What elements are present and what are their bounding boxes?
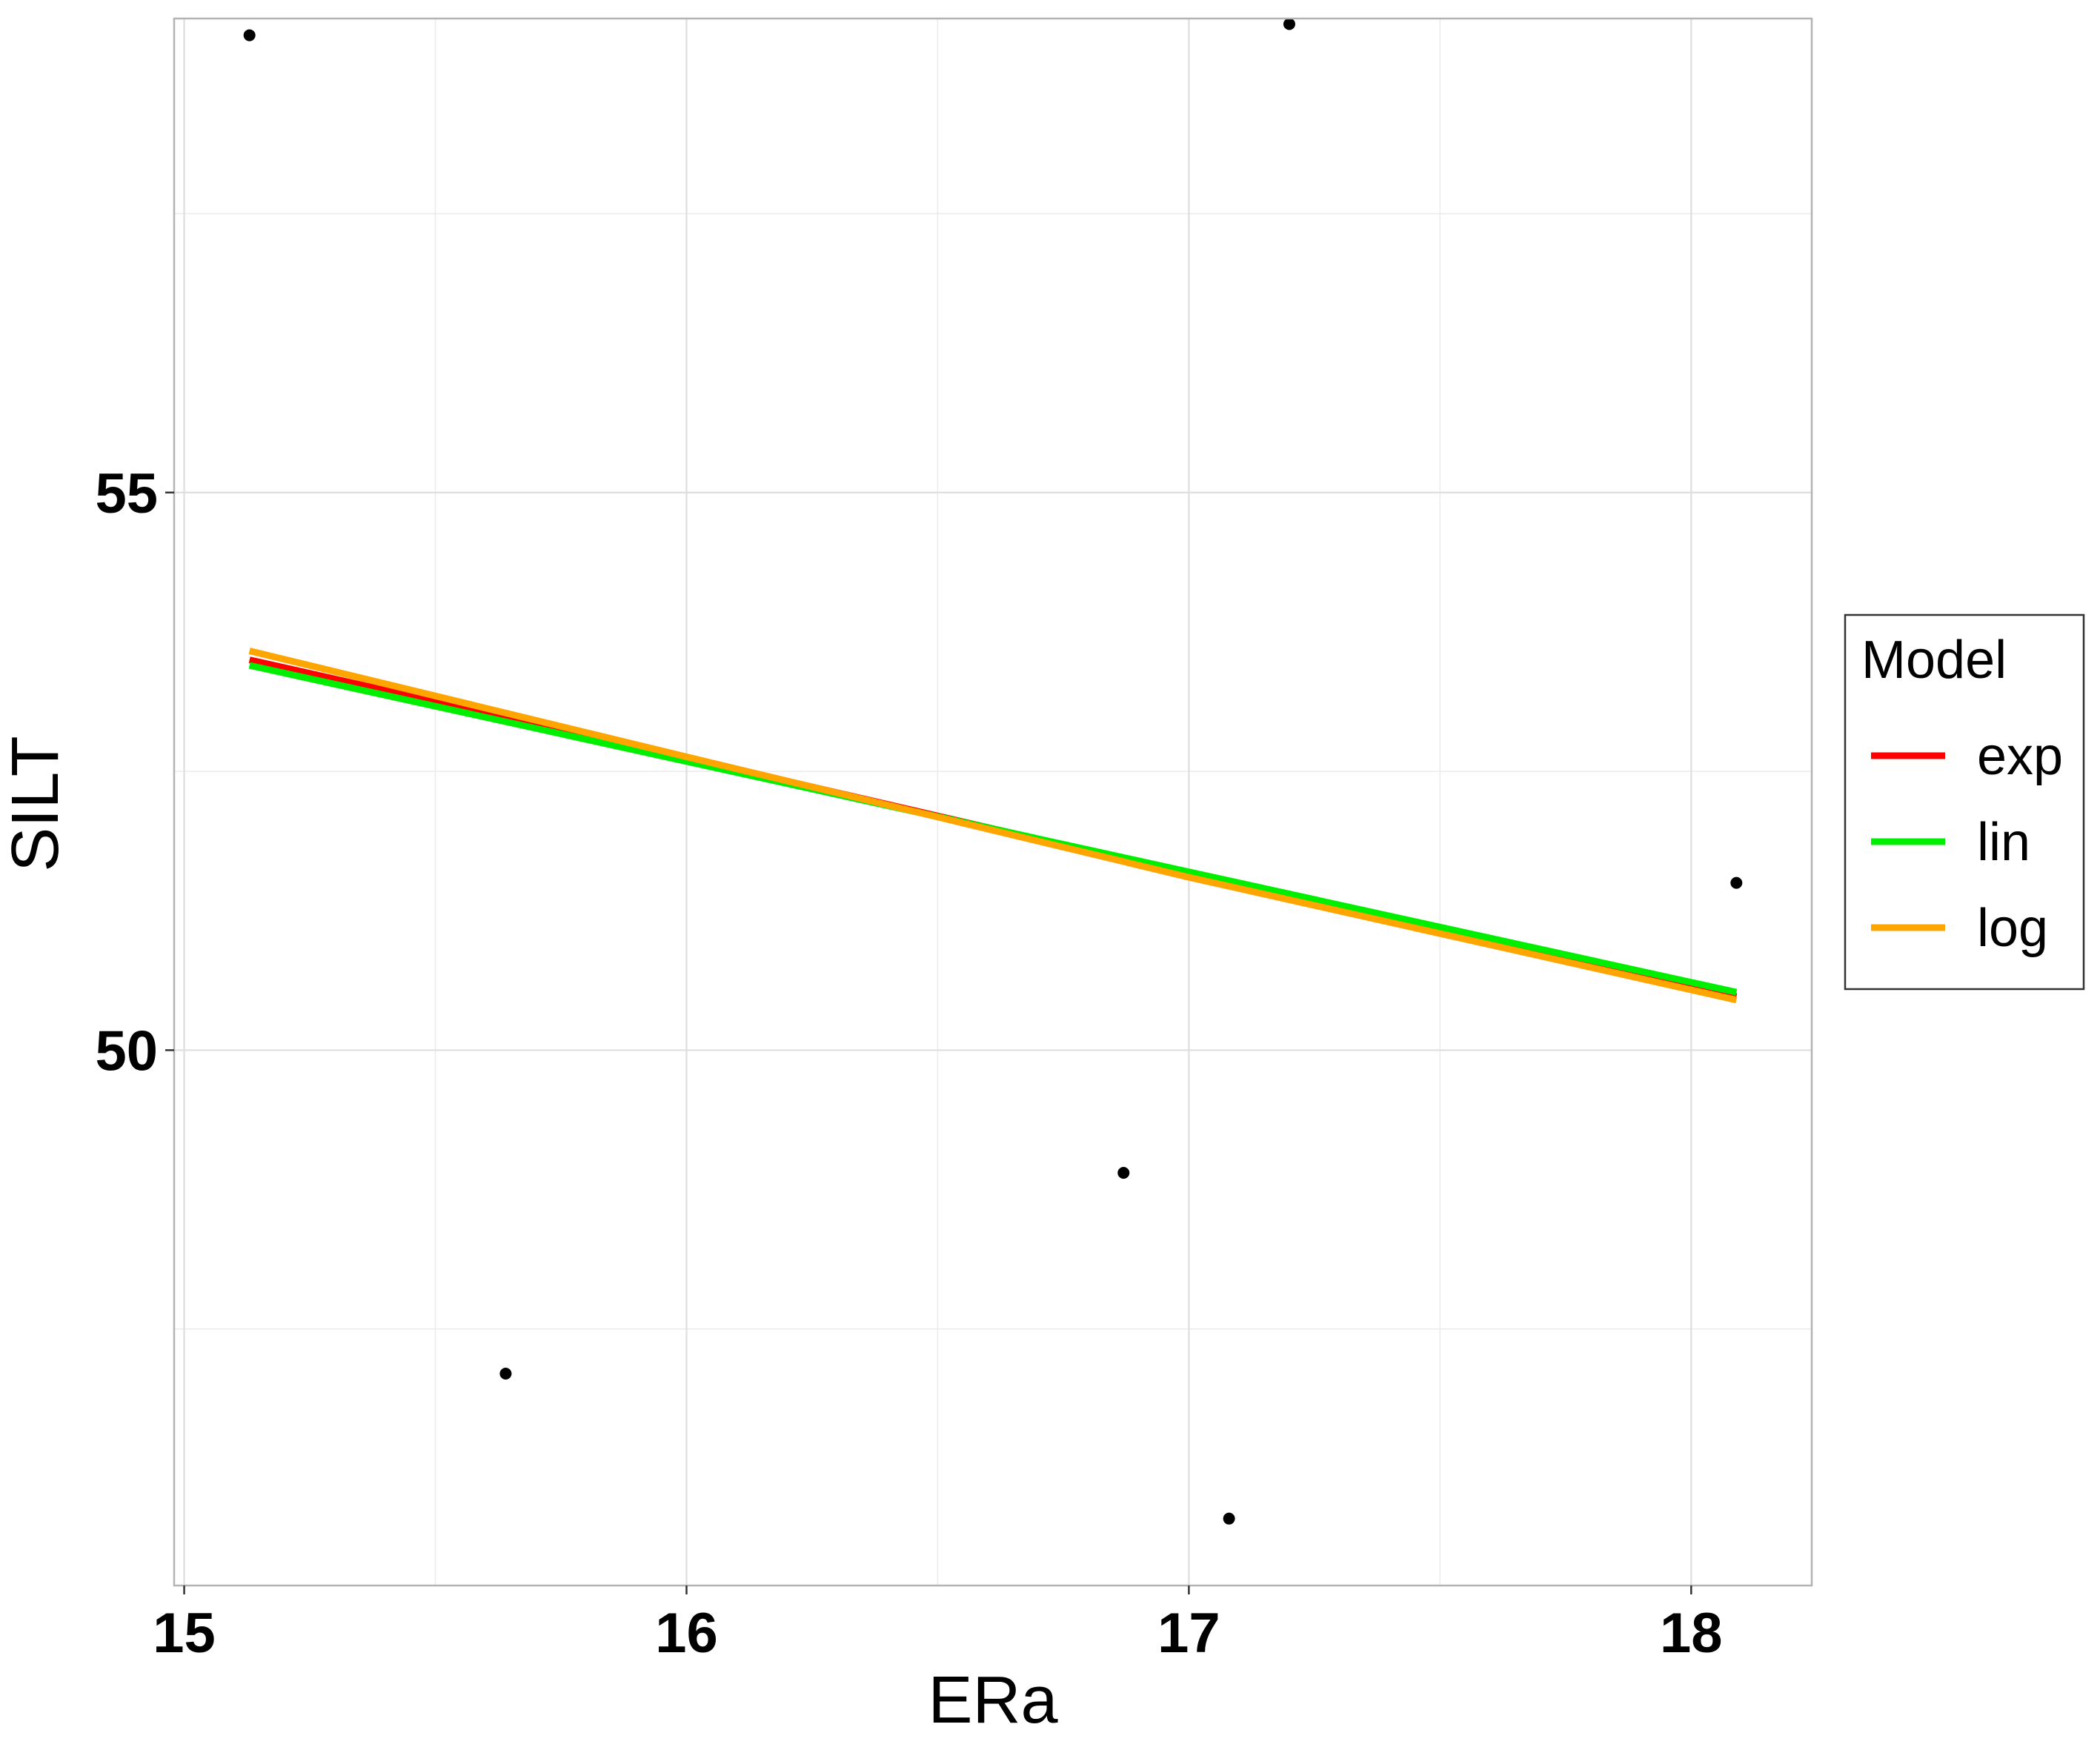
x-tick-label: 16 [655, 1602, 718, 1665]
legend-label-log: log [1977, 899, 2048, 958]
y-tick-label: 55 [95, 462, 158, 525]
y-tick-label: 50 [95, 1019, 158, 1082]
x-tick-label: 17 [1157, 1602, 1220, 1665]
data-point [1283, 18, 1295, 30]
data-point [1730, 876, 1743, 889]
major-gridlines [174, 19, 1812, 1586]
legend-items: exp lin log [1871, 727, 2063, 958]
data-points [243, 18, 1743, 1525]
data-point [1117, 1167, 1130, 1180]
minor-gridlines [174, 19, 1812, 1586]
data-point [1223, 1512, 1235, 1525]
x-tick-label: 18 [1660, 1602, 1723, 1665]
model-lines [248, 648, 1738, 1004]
plot-panel-border [173, 17, 1813, 1587]
data-point [243, 29, 256, 41]
x-axis-title: ERa [928, 1663, 1058, 1737]
legend-label-exp: exp [1977, 727, 2063, 786]
legend-title: Model [1861, 631, 2007, 690]
legend-label-lin: lin [1977, 813, 2030, 872]
y-axis-ticks: 50 55 [95, 462, 174, 1082]
data-point [499, 1367, 512, 1380]
series-line-log [248, 648, 1738, 1004]
x-axis-ticks: 15 16 17 18 [153, 1586, 1723, 1665]
x-tick-label: 15 [153, 1602, 216, 1665]
legend: Model exp lin log [1844, 613, 2085, 991]
y-axis-title: SILT [0, 736, 73, 871]
